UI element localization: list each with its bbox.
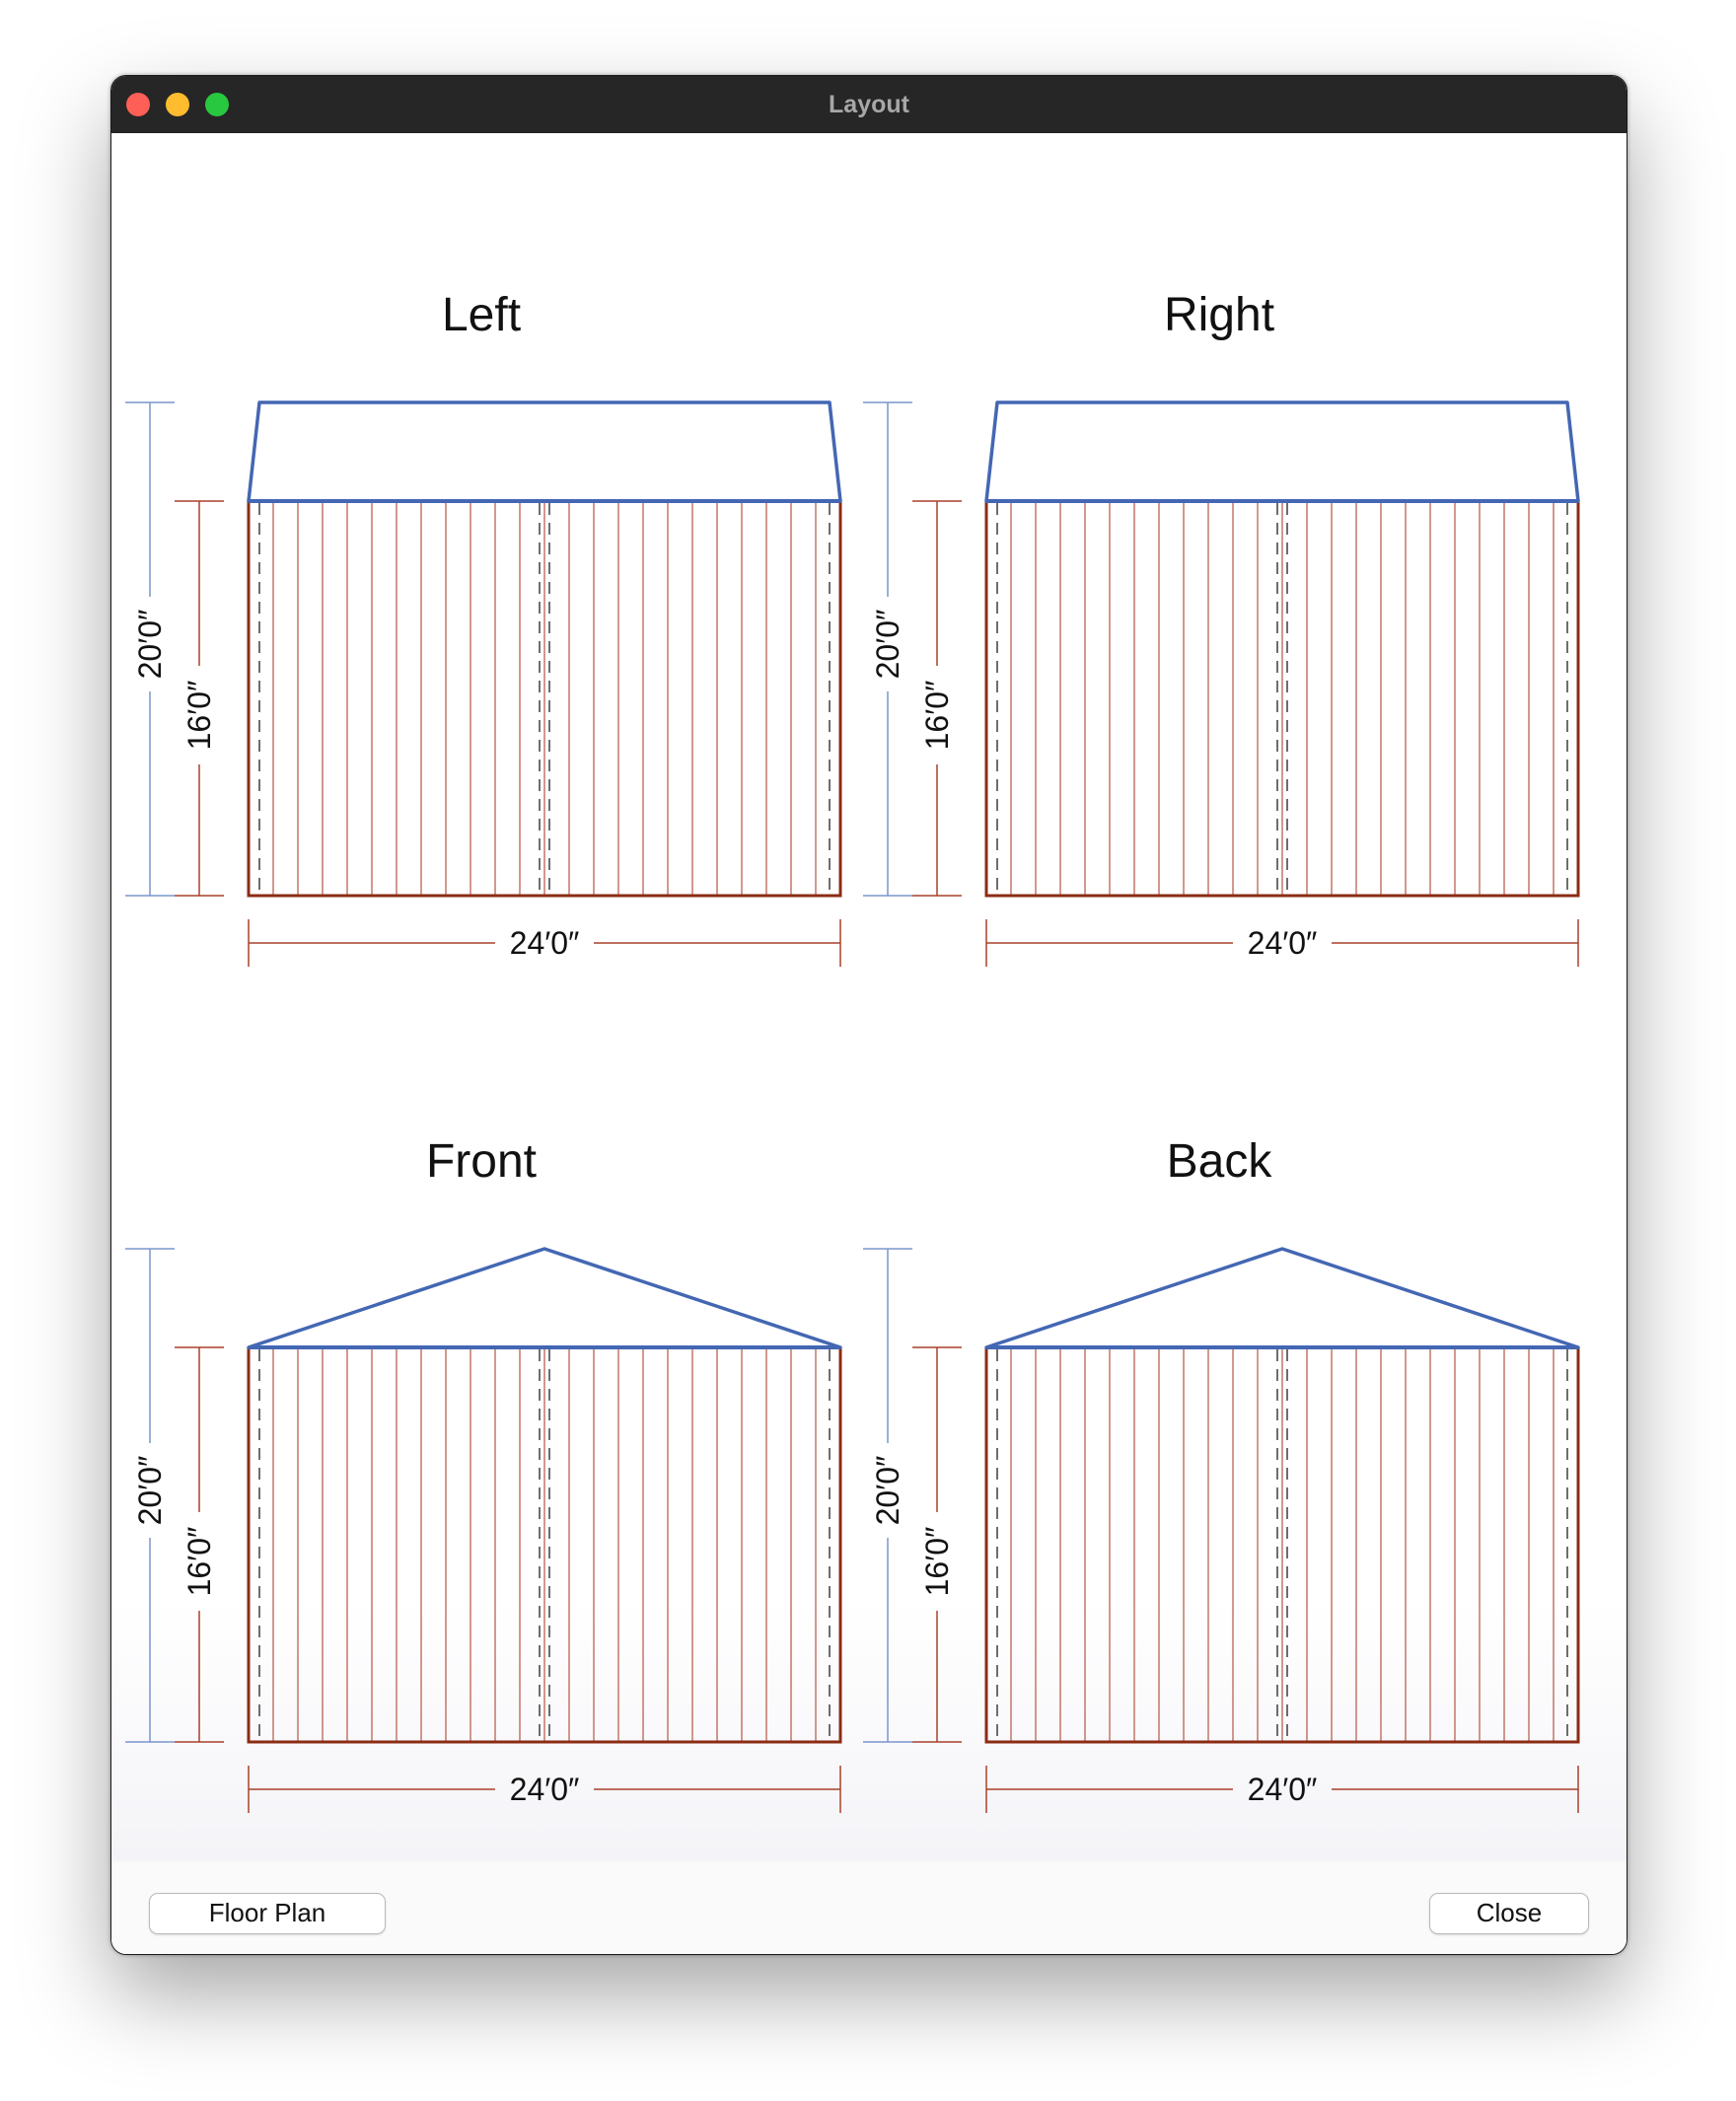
button-bar: Floor Plan Close	[111, 1861, 1627, 1954]
zoom-window-icon[interactable]	[205, 93, 229, 116]
wall-height-label: 16′0″	[919, 681, 955, 751]
elevation-title: Back	[1167, 1135, 1273, 1188]
elevation-panel-left: Left 20′0″ 16′0″ 24′0″	[125, 289, 842, 967]
flat-roof-outline	[247, 400, 842, 503]
overall-height-label: 20′0″	[870, 1456, 905, 1526]
wall-height-label: 16′0″	[181, 1527, 217, 1597]
close-window-icon[interactable]	[126, 93, 150, 116]
width-label: 24′0″	[1248, 1772, 1318, 1807]
overall-height-label: 20′0″	[132, 610, 168, 680]
close-button[interactable]: Close	[1429, 1893, 1589, 1934]
flat-roof-outline	[984, 400, 1580, 503]
titlebar: Layout	[111, 76, 1627, 134]
window-title: Layout	[829, 91, 909, 118]
wall-height-label: 16′0″	[181, 681, 217, 751]
gable-roof-outline	[984, 1247, 1580, 1349]
elevation-panel-front: Front 20′0″ 16′0″ 24′0″	[125, 1135, 842, 1813]
wall-outline	[984, 1347, 1580, 1744]
floor-plan-button[interactable]: Floor Plan	[149, 1893, 386, 1934]
elevation-title: Left	[442, 289, 521, 341]
width-label: 24′0″	[510, 1772, 580, 1807]
overall-height-label: 20′0″	[870, 610, 905, 680]
gable-roof-outline	[247, 1247, 842, 1349]
overall-height-label: 20′0″	[132, 1456, 168, 1526]
elevation-panel-back: Back 20′0″ 16′0″ 24′0″	[863, 1135, 1580, 1813]
wall-outline	[247, 501, 842, 898]
wall-outline	[247, 1347, 842, 1744]
elevation-drawings: Left20′0″16′0″24′0″Right20′0″16′0″24′0″F…	[125, 289, 1580, 1813]
wall-height-label: 16′0″	[919, 1527, 955, 1597]
wall-outline	[984, 501, 1580, 898]
elevation-panel-right: Right 20′0″ 16′0″ 24′0″	[863, 289, 1580, 967]
minimize-window-icon[interactable]	[166, 93, 189, 116]
layout-window: Layout Left 20′0″ 16′0″ 24′0″ Right 20′0″ 16′0…	[110, 75, 1628, 1955]
elevation-title: Right	[1164, 289, 1274, 341]
elevation-title: Front	[426, 1135, 537, 1188]
width-label: 24′0″	[1248, 925, 1318, 961]
elevation-canvas: Left 20′0″ 16′0″ 24′0″ Right 20′0″ 16′0″ 24′0″ F…	[111, 133, 1627, 1861]
width-label: 24′0″	[510, 925, 580, 961]
